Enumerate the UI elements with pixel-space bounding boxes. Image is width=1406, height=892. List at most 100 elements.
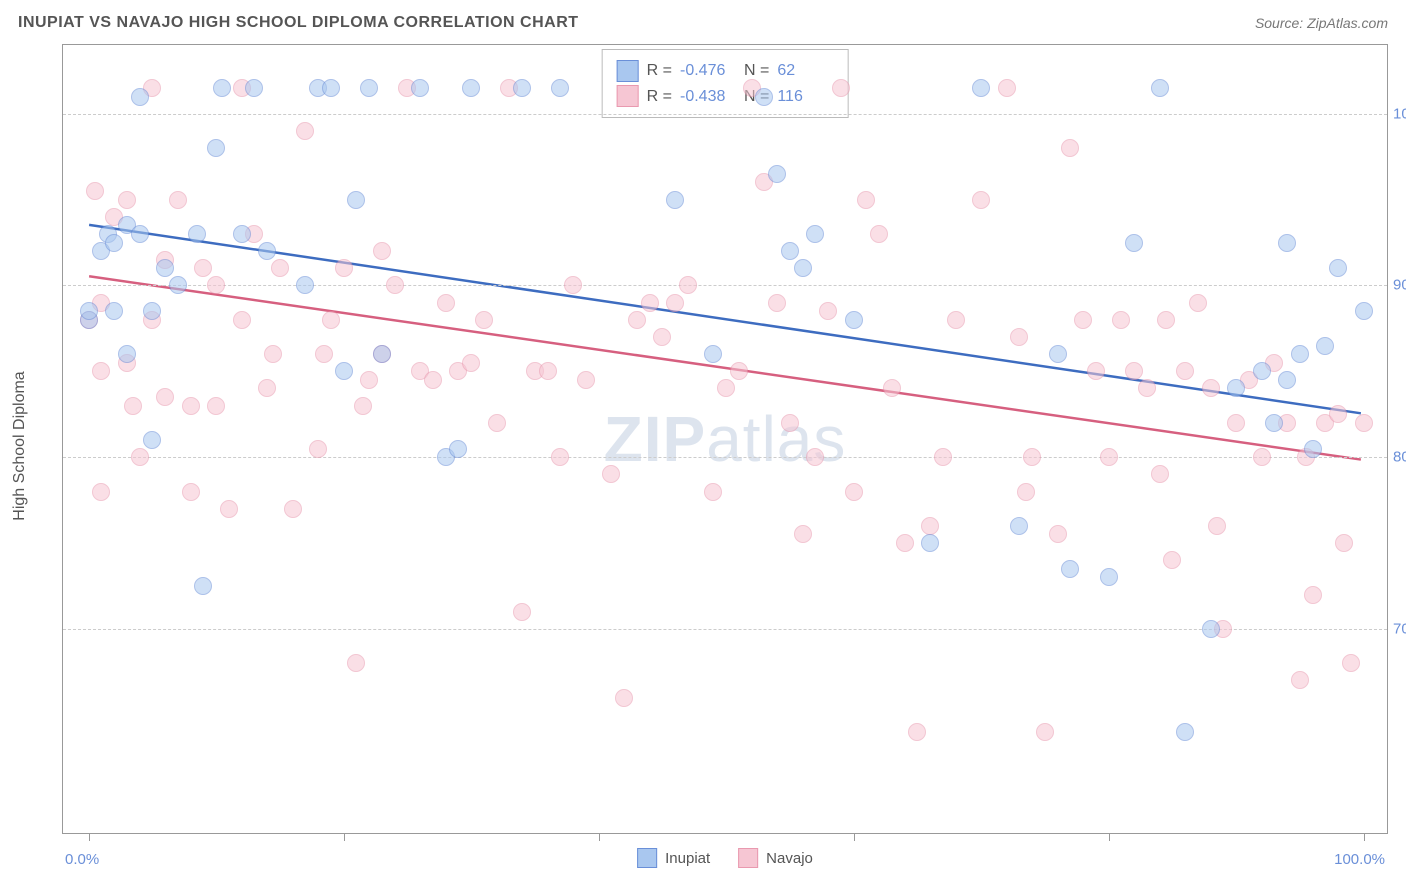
scatter-point (794, 525, 812, 543)
scatter-point (1163, 551, 1181, 569)
scatter-point (1208, 517, 1226, 535)
scatter-point (1335, 534, 1353, 552)
scatter-point (264, 345, 282, 363)
scatter-point (233, 311, 251, 329)
gridline (63, 629, 1387, 630)
scatter-point (1278, 371, 1296, 389)
scatter-point (386, 276, 404, 294)
scatter-point (1036, 723, 1054, 741)
scatter-point (1329, 405, 1347, 423)
scatter-point (182, 397, 200, 415)
scatter-point (245, 79, 263, 97)
scatter-point (92, 362, 110, 380)
scatter-point (131, 448, 149, 466)
scatter-point (564, 276, 582, 294)
scatter-point (188, 225, 206, 243)
x-tick (599, 833, 600, 841)
scatter-point (315, 345, 333, 363)
scatter-point (475, 311, 493, 329)
scatter-point (972, 191, 990, 209)
chart-title: INUPIAT VS NAVAJO HIGH SCHOOL DIPLOMA CO… (18, 14, 579, 32)
scatter-point (1138, 379, 1156, 397)
scatter-point (896, 534, 914, 552)
watermark-light: atlas (706, 403, 846, 475)
scatter-point (347, 654, 365, 672)
scatter-point (86, 182, 104, 200)
legend-label-navajo: Navajo (766, 850, 813, 867)
scatter-point (207, 397, 225, 415)
scatter-point (169, 276, 187, 294)
scatter-point (194, 259, 212, 277)
scatter-point (615, 689, 633, 707)
scatter-point (768, 165, 786, 183)
scatter-point (679, 276, 697, 294)
scatter-point (883, 379, 901, 397)
scatter-point (373, 242, 391, 260)
scatter-point (921, 517, 939, 535)
trend-lines (63, 45, 1387, 833)
scatter-point (1265, 414, 1283, 432)
scatter-plot: ZIPatlas R = -0.476 N = 62 R = -0.438 N … (62, 44, 1388, 834)
scatter-point (335, 362, 353, 380)
n-value-inupiat: 62 (777, 58, 833, 84)
scatter-point (143, 431, 161, 449)
scatter-point (908, 723, 926, 741)
scatter-point (182, 483, 200, 501)
scatter-point (1329, 259, 1347, 277)
legend-swatch-inupiat (637, 848, 657, 868)
scatter-point (806, 448, 824, 466)
scatter-point (462, 354, 480, 372)
x-tick (89, 833, 90, 841)
scatter-point (1202, 620, 1220, 638)
scatter-point (258, 379, 276, 397)
scatter-point (335, 259, 353, 277)
scatter-point (870, 225, 888, 243)
scatter-point (1061, 139, 1079, 157)
gridline (63, 114, 1387, 115)
x-tick (1109, 833, 1110, 841)
scatter-point (1202, 379, 1220, 397)
scatter-point (972, 79, 990, 97)
legend-row-navajo: R = -0.438 N = 116 (617, 84, 834, 110)
scatter-point (271, 259, 289, 277)
scatter-point (233, 225, 251, 243)
scatter-point (577, 371, 595, 389)
trend-line (89, 276, 1361, 459)
x-tick (1364, 833, 1365, 841)
scatter-point (118, 191, 136, 209)
scatter-point (921, 534, 939, 552)
scatter-point (819, 302, 837, 320)
scatter-point (781, 242, 799, 260)
swatch-inupiat (617, 60, 639, 82)
y-tick-label: 70.0% (1393, 620, 1406, 637)
scatter-point (347, 191, 365, 209)
gridline (63, 457, 1387, 458)
scatter-point (641, 294, 659, 312)
scatter-point (1125, 362, 1143, 380)
scatter-point (628, 311, 646, 329)
scatter-point (105, 234, 123, 252)
scatter-point (118, 345, 136, 363)
scatter-point (143, 302, 161, 320)
scatter-point (1017, 483, 1035, 501)
scatter-point (373, 345, 391, 363)
gridline (63, 285, 1387, 286)
scatter-point (131, 88, 149, 106)
scatter-point (539, 362, 557, 380)
scatter-point (666, 294, 684, 312)
scatter-point (1355, 302, 1373, 320)
scatter-point (704, 483, 722, 501)
scatter-point (1023, 448, 1041, 466)
scatter-point (258, 242, 276, 260)
scatter-point (755, 88, 773, 106)
scatter-point (832, 79, 850, 97)
scatter-point (602, 465, 620, 483)
scatter-point (768, 294, 786, 312)
scatter-point (354, 397, 372, 415)
x-label-left: 0.0% (65, 851, 99, 868)
scatter-point (1304, 440, 1322, 458)
scatter-point (947, 311, 965, 329)
scatter-point (1151, 465, 1169, 483)
scatter-point (1061, 560, 1079, 578)
scatter-point (169, 191, 187, 209)
